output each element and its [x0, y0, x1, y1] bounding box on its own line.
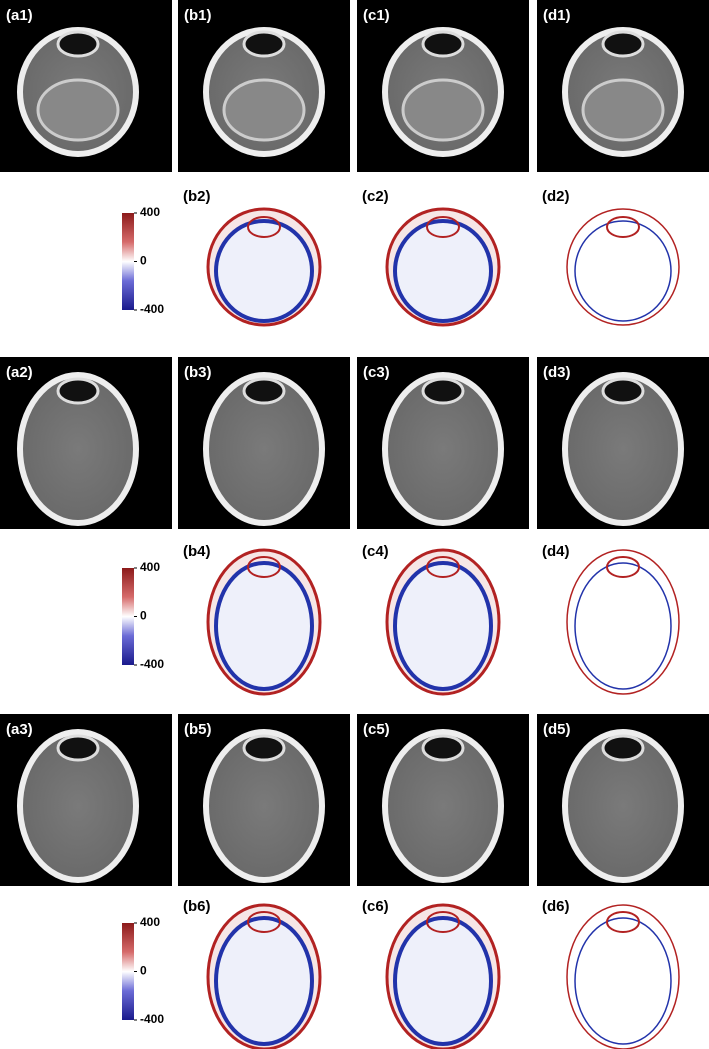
panel-label: (b2) [183, 188, 211, 205]
panel-label: (a3) [6, 721, 33, 738]
skull [17, 372, 139, 526]
difference-inner [214, 561, 314, 691]
panel-label: (c5) [363, 721, 390, 738]
colorbar-tick-label: 0 [140, 609, 147, 623]
sinus [242, 734, 286, 762]
panel-label: (c3) [363, 364, 390, 381]
skull [562, 372, 684, 526]
difference-sinus [426, 911, 460, 933]
panel-label: (d5) [543, 721, 571, 738]
sinus [56, 30, 100, 58]
panel-label: (d2) [542, 188, 570, 205]
panel-label: (d4) [542, 543, 570, 560]
difference-sinus [426, 556, 460, 578]
sinus [242, 377, 286, 405]
colorbar-tick-label: -400 [140, 1012, 164, 1026]
panel-label: (c1) [363, 7, 390, 24]
colorbar [122, 568, 134, 665]
panel-label: (d1) [543, 7, 571, 24]
skull [203, 372, 325, 526]
panel-label: (c2) [362, 188, 389, 205]
colorbar-tick-label: 400 [140, 560, 160, 574]
panel-label: (b1) [184, 7, 212, 24]
difference-inner [574, 917, 672, 1045]
colorbar-tick-label: 0 [140, 964, 147, 978]
panel-label: (b4) [183, 543, 211, 560]
panel-label: (a1) [6, 7, 33, 24]
difference-inner [214, 916, 314, 1046]
posterior-fossa [401, 78, 485, 142]
difference-inner [393, 916, 493, 1046]
colorbar [122, 213, 134, 310]
posterior-fossa [36, 78, 120, 142]
skull [562, 729, 684, 883]
sinus [421, 377, 465, 405]
panel-label: (d6) [542, 898, 570, 915]
sinus [242, 30, 286, 58]
panel-label: (d3) [543, 364, 571, 381]
colorbar-tick-label: 0 [140, 254, 147, 268]
difference-sinus [247, 911, 281, 933]
difference-sinus [426, 216, 460, 238]
sinus [601, 377, 645, 405]
difference-inner [393, 561, 493, 691]
difference-sinus [606, 216, 640, 238]
panel-label: (b6) [183, 898, 211, 915]
difference-inner [574, 220, 672, 322]
skull [203, 729, 325, 883]
sinus [421, 734, 465, 762]
difference-inner [574, 562, 672, 690]
sinus [421, 30, 465, 58]
colorbar-tick-label: 400 [140, 915, 160, 929]
panel-label: (b5) [184, 721, 212, 738]
skull [382, 372, 504, 526]
posterior-fossa [581, 78, 665, 142]
difference-sinus [247, 556, 281, 578]
panel-label: (c4) [362, 543, 389, 560]
sinus [601, 734, 645, 762]
skull [382, 729, 504, 883]
sinus [56, 734, 100, 762]
difference-inner [214, 219, 314, 323]
skull [17, 729, 139, 883]
panel-label: (a2) [6, 364, 33, 381]
colorbar [122, 923, 134, 1020]
panel-label: (c6) [362, 898, 389, 915]
posterior-fossa [222, 78, 306, 142]
colorbar-tick-label: -400 [140, 657, 164, 671]
difference-sinus [606, 911, 640, 933]
difference-sinus [606, 556, 640, 578]
colorbar-tick-label: 400 [140, 205, 160, 219]
difference-sinus [247, 216, 281, 238]
colorbar-tick-label: -400 [140, 302, 164, 316]
sinus [601, 30, 645, 58]
difference-inner [393, 219, 493, 323]
panel-label: (b3) [184, 364, 212, 381]
sinus [56, 377, 100, 405]
